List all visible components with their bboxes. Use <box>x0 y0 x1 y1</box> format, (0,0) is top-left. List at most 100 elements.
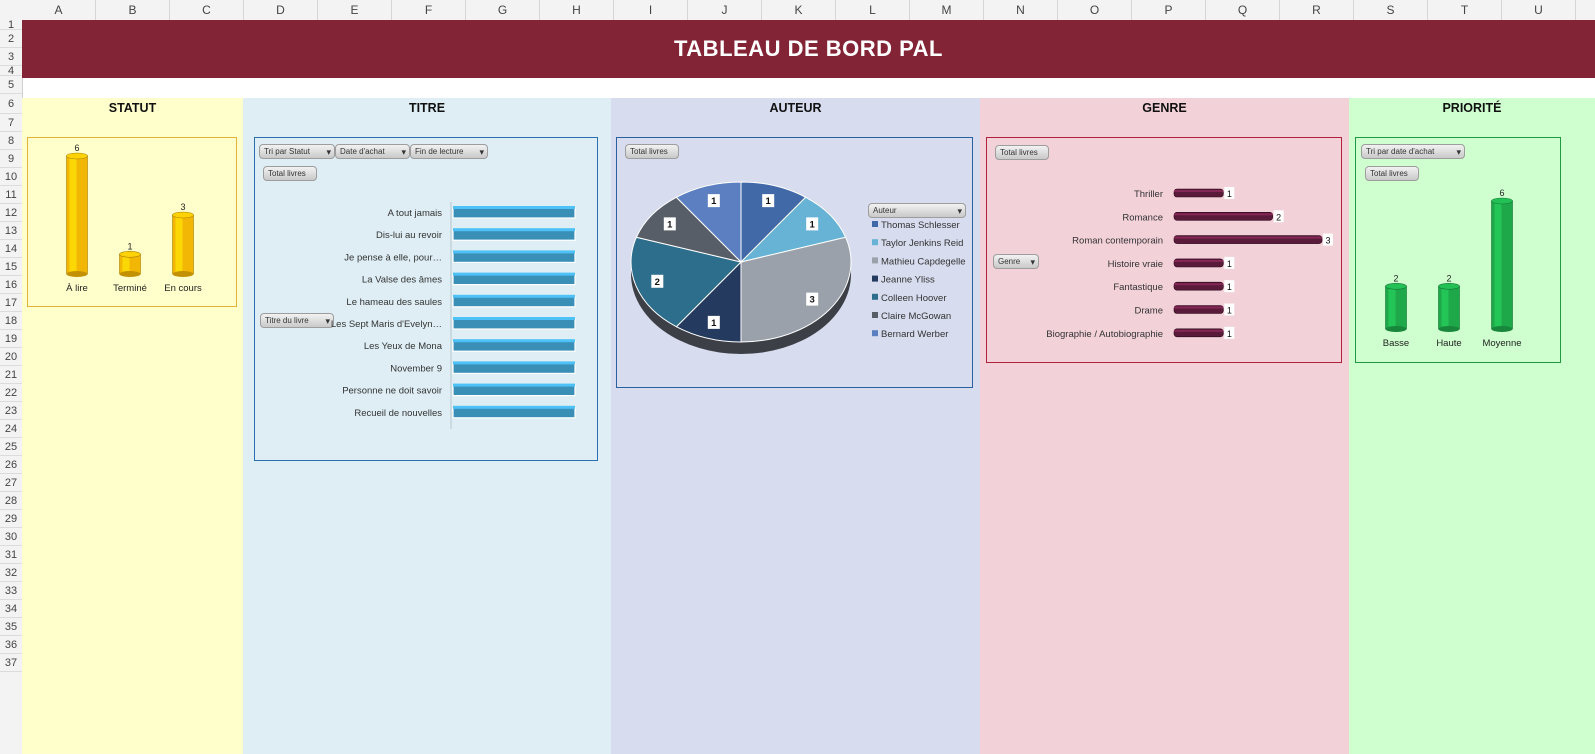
row-header-18[interactable]: 18 <box>0 312 22 330</box>
column-header-r[interactable]: R <box>1280 0 1354 20</box>
dashboard-title: TABLEAU DE BORD PAL <box>22 20 1595 78</box>
column-header-p[interactable]: P <box>1132 0 1206 20</box>
legend-swatch-2 <box>872 257 878 264</box>
pie-label-box-1 <box>806 217 819 231</box>
genre-total-button[interactable]: Total livres <box>995 145 1049 160</box>
row-header-4[interactable]: 4 <box>0 66 22 77</box>
legend-label-0: Thomas Schlesser <box>881 220 960 231</box>
column-header-k[interactable]: K <box>762 0 836 20</box>
column-header-h[interactable]: H <box>540 0 614 20</box>
category-label-1: Terminé <box>113 283 147 294</box>
row-header-26[interactable]: 26 <box>0 456 22 474</box>
row-header-29[interactable]: 29 <box>0 510 22 528</box>
auteur-total-button[interactable]: Total livres <box>625 144 679 159</box>
sort-statut-dropdown[interactable]: Tri par Statut <box>259 144 335 159</box>
row-header-15[interactable]: 15 <box>0 258 22 276</box>
column-header-q[interactable]: Q <box>1206 0 1280 20</box>
column-header-s[interactable]: S <box>1354 0 1428 20</box>
row-header-35[interactable]: 35 <box>0 618 22 636</box>
row-header-27[interactable]: 27 <box>0 474 22 492</box>
row-header-33[interactable]: 33 <box>0 582 22 600</box>
row-header-2[interactable]: 2 <box>0 30 22 48</box>
statut-chart[interactable]: 6 À lire 1 Terminé 3 En cours <box>27 137 237 307</box>
titre-category-4: Le hameau des saules <box>346 297 442 308</box>
row-header-31[interactable]: 31 <box>0 546 22 564</box>
row-header-32[interactable]: 32 <box>0 564 22 582</box>
row-header-30[interactable]: 30 <box>0 528 22 546</box>
genre-category-4: Fantastique <box>1113 282 1163 293</box>
column-header-c[interactable]: C <box>170 0 244 20</box>
statut-title: STATUT <box>108 101 157 115</box>
pie-label-2: 3 <box>810 295 815 306</box>
row-header-36[interactable]: 36 <box>0 636 22 654</box>
date-achat-dropdown[interactable]: Date d'achat <box>335 144 410 159</box>
titre-bar-top-0 <box>453 206 575 209</box>
column-header-a[interactable]: A <box>22 0 96 20</box>
legend-label-4: Colleen Hoover <box>881 293 946 304</box>
pie-label-1: 1 <box>810 219 816 230</box>
pie-label-box-2 <box>806 292 819 306</box>
row-header-21[interactable]: 21 <box>0 366 22 384</box>
bar-base-0 <box>66 271 88 277</box>
column-header-u[interactable]: U <box>1502 0 1576 20</box>
row-header-6[interactable]: 6 <box>0 94 22 114</box>
column-header-t[interactable]: T <box>1428 0 1502 20</box>
column-header-f[interactable]: F <box>392 0 466 20</box>
row-header-11[interactable]: 11 <box>0 186 22 204</box>
titre-bar-6 <box>452 340 576 352</box>
auteur-chart[interactable]: Total livres Auteur 1 Thomas Schlesser 1 Ta… <box>616 137 973 388</box>
titre-bar-top-8 <box>453 383 575 387</box>
row-header-17[interactable]: 17 <box>0 294 22 312</box>
priorite-total-button[interactable]: Total livres <box>1365 166 1419 181</box>
row-header-25[interactable]: 25 <box>0 438 22 456</box>
fin-lecture-dropdown[interactable]: Fin de lecture <box>410 144 488 159</box>
column-header-m[interactable]: M <box>910 0 984 20</box>
row-header-14[interactable]: 14 <box>0 240 22 258</box>
row-header-37[interactable]: 37 <box>0 654 22 672</box>
row-header-5[interactable]: 5 <box>0 76 22 94</box>
row-header-28[interactable]: 28 <box>0 492 22 510</box>
genre-label-box-1 <box>1273 210 1284 223</box>
genre-bar-highlight-1 <box>1174 213 1273 216</box>
titre-filter-dropdown[interactable]: Titre du livre <box>260 313 334 328</box>
titre-chart[interactable]: Tri par Statut Date d'achat Fin de lectu… <box>254 137 598 461</box>
bar-base-1 <box>119 271 141 277</box>
row-header-9[interactable]: 9 <box>0 150 22 168</box>
titre-total-button[interactable]: Total livres <box>263 166 317 181</box>
row-header-19[interactable]: 19 <box>0 330 22 348</box>
row-header-7[interactable]: 7 <box>0 114 22 132</box>
column-header-i[interactable]: I <box>614 0 688 20</box>
row-header-12[interactable]: 12 <box>0 204 22 222</box>
row-header-16[interactable]: 16 <box>0 276 22 294</box>
priorite-chart[interactable]: Tri par date d'achat Total livres 2 Basse… <box>1355 137 1561 363</box>
legend-swatch-5 <box>872 312 878 318</box>
column-header-n[interactable]: N <box>984 0 1058 20</box>
row-header-23[interactable]: 23 <box>0 402 22 420</box>
row-header-20[interactable]: 20 <box>0 348 22 366</box>
row-header-8[interactable]: 8 <box>0 132 22 150</box>
column-header-d[interactable]: D <box>244 0 318 20</box>
bar-highlight-1 <box>122 254 130 274</box>
row-header-1[interactable]: 1 <box>0 20 22 31</box>
row-header-13[interactable]: 13 <box>0 222 22 240</box>
row-header-22[interactable]: 22 <box>0 384 22 402</box>
sort-date-achat-dropdown[interactable]: Tri par date d'achat <box>1361 144 1465 159</box>
titre-category-1: Dis-lui au revoir <box>376 230 442 241</box>
column-header-g[interactable]: G <box>466 0 540 20</box>
genre-filter-dropdown[interactable]: Genre <box>993 254 1039 269</box>
column-header-b[interactable]: B <box>96 0 170 20</box>
column-header-e[interactable]: E <box>318 0 392 20</box>
row-header-24[interactable]: 24 <box>0 420 22 438</box>
column-header-o[interactable]: O <box>1058 0 1132 20</box>
row-header-10[interactable]: 10 <box>0 168 22 186</box>
data-label-1: 2 <box>1446 273 1451 283</box>
genre-value-4: 1 <box>1227 282 1232 292</box>
column-header-l[interactable]: L <box>836 0 910 20</box>
row-header-34[interactable]: 34 <box>0 600 22 618</box>
row-header-3[interactable]: 3 <box>0 48 22 66</box>
genre-chart[interactable]: Total livres Genre 1 Thriller 2 Romance 3 Rom… <box>986 137 1342 363</box>
statut-chart-svg: 6 À lire 1 Terminé 3 En cours <box>66 143 202 294</box>
auteur-filter-dropdown[interactable]: Auteur <box>868 203 966 218</box>
column-header-j[interactable]: J <box>688 0 762 20</box>
genre-value-3: 1 <box>1227 259 1232 269</box>
